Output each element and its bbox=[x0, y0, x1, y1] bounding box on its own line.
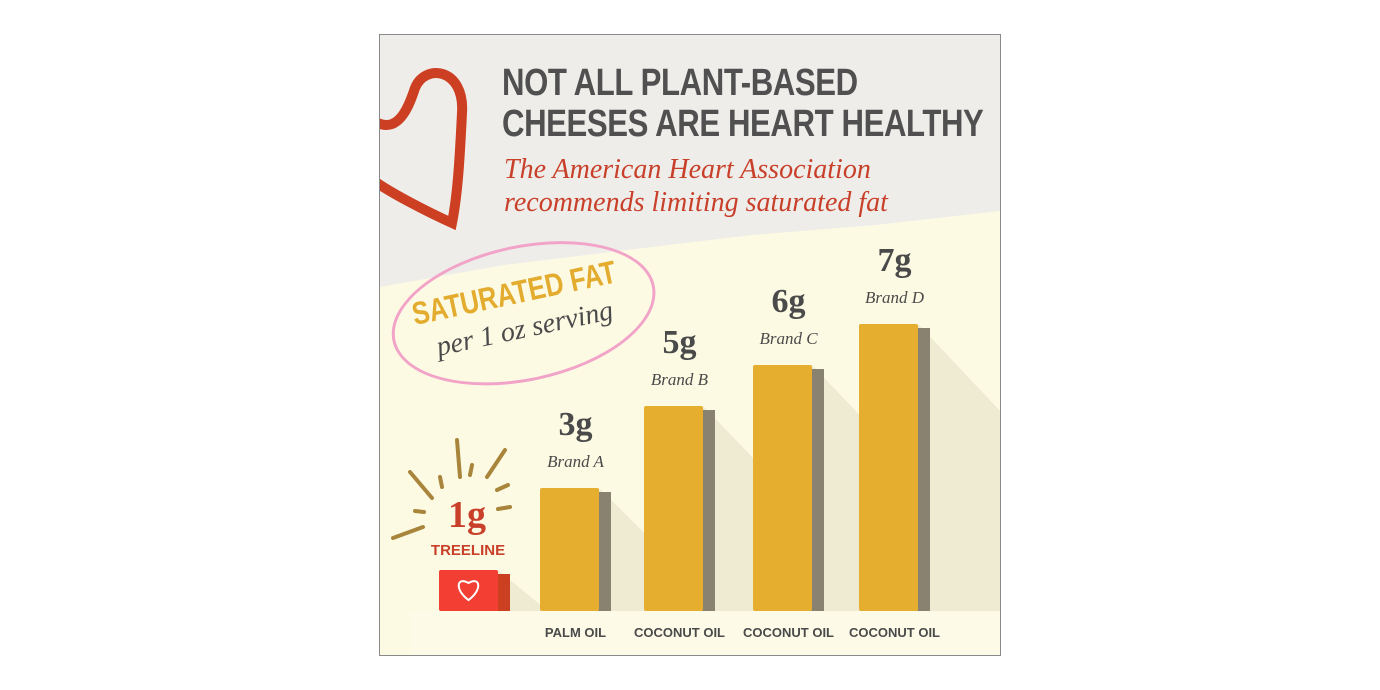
title-line-2: CHEESES ARE HEART HEALTHY bbox=[502, 103, 984, 145]
sparkle-burst-icon bbox=[391, 438, 512, 540]
bar-treeline bbox=[439, 570, 498, 611]
category-label: Brand B bbox=[650, 370, 709, 389]
subtitle-line-1: The American Heart Association bbox=[504, 154, 871, 185]
bar-side bbox=[702, 410, 715, 611]
bar-side bbox=[917, 328, 930, 611]
infographic: NOT ALL PLANT-BASED CHEESES ARE HEART HEA… bbox=[379, 34, 1001, 656]
heart-outline-icon bbox=[380, 68, 468, 231]
value-label: 5g bbox=[662, 324, 697, 361]
heart-icon bbox=[457, 580, 480, 602]
bar-brand-b bbox=[644, 406, 703, 611]
oil-label: COCONUT OIL bbox=[743, 625, 834, 640]
bar-brand-d bbox=[859, 324, 918, 611]
category-label: TREELINE bbox=[430, 542, 506, 559]
subtitle: The American Heart Association recommends… bbox=[504, 153, 888, 219]
oil-label: COCONUT OIL bbox=[634, 625, 725, 640]
bar-brand-a bbox=[540, 488, 599, 611]
bar-shadow bbox=[498, 570, 548, 611]
title-line-1: NOT ALL PLANT-BASED bbox=[502, 62, 858, 104]
oil-label: PALM OIL bbox=[544, 625, 607, 640]
value-label: 6g bbox=[771, 283, 806, 320]
bar-shadow bbox=[918, 324, 1000, 611]
bar-side bbox=[811, 369, 824, 611]
value-label: 1g bbox=[448, 494, 486, 536]
category-label: Brand C bbox=[759, 329, 818, 348]
value-label: 3g bbox=[558, 406, 593, 443]
category-label: Brand D bbox=[864, 288, 925, 307]
title: NOT ALL PLANT-BASED CHEESES ARE HEART HEA… bbox=[502, 62, 984, 145]
chart-floor bbox=[410, 611, 1000, 655]
category-label: Brand A bbox=[547, 452, 604, 471]
bar-chart bbox=[439, 324, 1000, 611]
bar-side bbox=[497, 574, 510, 611]
value-label: 7g bbox=[877, 242, 912, 279]
subtitle-line-2: recommends limiting saturated fat bbox=[504, 187, 888, 218]
bar-brand-c bbox=[753, 365, 812, 611]
bar-side bbox=[598, 492, 611, 611]
oil-label: COCONUT OIL bbox=[849, 625, 940, 640]
